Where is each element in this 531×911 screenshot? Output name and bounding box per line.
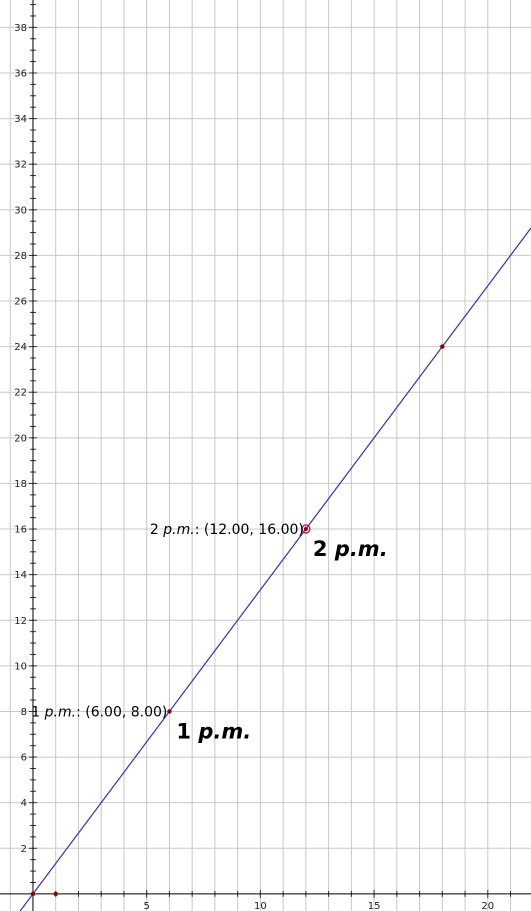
- data-point: [53, 891, 58, 897]
- label-part: 1: [176, 719, 198, 743]
- data-points: [30, 344, 445, 897]
- label-part: : (12.00, 16.00): [195, 522, 304, 538]
- y-tick-label: 34: [14, 114, 27, 125]
- x-tick-label: 5: [143, 901, 149, 911]
- y-tick-label: 24: [14, 342, 27, 353]
- series-lines: [19, 227, 531, 911]
- y-tick-label: 38: [14, 23, 27, 34]
- data-point: [440, 344, 445, 349]
- point-label: 2 p.m.: (12.00, 16.00): [150, 522, 304, 538]
- y-tick-label: 32: [14, 160, 27, 171]
- label-part: 1: [31, 704, 44, 720]
- y-tick-label: 28: [14, 251, 27, 262]
- y-tick-label: 18: [14, 479, 27, 490]
- label-part: p.m.: [44, 704, 76, 720]
- label-part: 2: [313, 537, 335, 561]
- data-point: [303, 527, 308, 532]
- data-point: [30, 891, 36, 897]
- y-tick-label: 16: [14, 525, 27, 536]
- y-tick-label: 8: [21, 707, 27, 718]
- y-tick-label: 30: [14, 205, 27, 216]
- x-tick-label: 15: [368, 901, 381, 911]
- label-part: p.m.: [334, 537, 388, 561]
- point-label: 1 p.m.: (6.00, 8.00): [31, 704, 167, 720]
- x-tick-label: 20: [481, 901, 494, 911]
- y-tick-label: 22: [14, 388, 27, 399]
- label-part: 2: [150, 522, 163, 538]
- highlight-ring: [301, 524, 311, 534]
- y-tick-label: 12: [14, 616, 27, 627]
- y-tick-label: 36: [14, 68, 27, 79]
- series-line: [19, 227, 531, 911]
- y-tick-label: 2: [21, 844, 27, 855]
- label-part: p.m.: [197, 719, 251, 743]
- x-tick-label: 10: [254, 901, 267, 911]
- label-part: p.m.: [162, 522, 194, 538]
- y-tick-label: 6: [21, 753, 27, 764]
- data-point: [167, 709, 172, 714]
- y-tick-label: 14: [14, 570, 27, 581]
- annotations: 1 p.m.: (6.00, 8.00)2 p.m.: (12.00, 16.0…: [31, 522, 387, 743]
- time-label: 1 p.m.: [176, 719, 251, 743]
- time-label: 2 p.m.: [313, 537, 388, 561]
- y-tick-label: 4: [21, 798, 27, 809]
- label-part: : (6.00, 8.00): [76, 704, 167, 720]
- y-tick-label: 26: [14, 297, 27, 308]
- y-tick-label: 10: [14, 661, 27, 672]
- y-tick-label: 20: [14, 433, 27, 444]
